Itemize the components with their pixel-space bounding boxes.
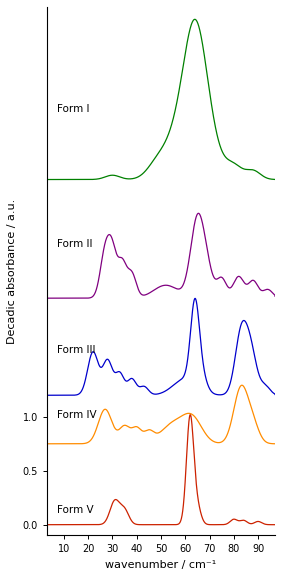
Text: Form V: Form V — [57, 504, 93, 515]
Text: Form I: Form I — [57, 104, 89, 114]
Text: Form III: Form III — [57, 345, 95, 355]
X-axis label: wavenumber / cm⁻¹: wavenumber / cm⁻¹ — [105, 560, 217, 570]
Text: Form II: Form II — [57, 239, 92, 249]
Text: Form IV: Form IV — [57, 410, 96, 419]
Y-axis label: Decadic absorbance / a.u.: Decadic absorbance / a.u. — [7, 198, 17, 344]
